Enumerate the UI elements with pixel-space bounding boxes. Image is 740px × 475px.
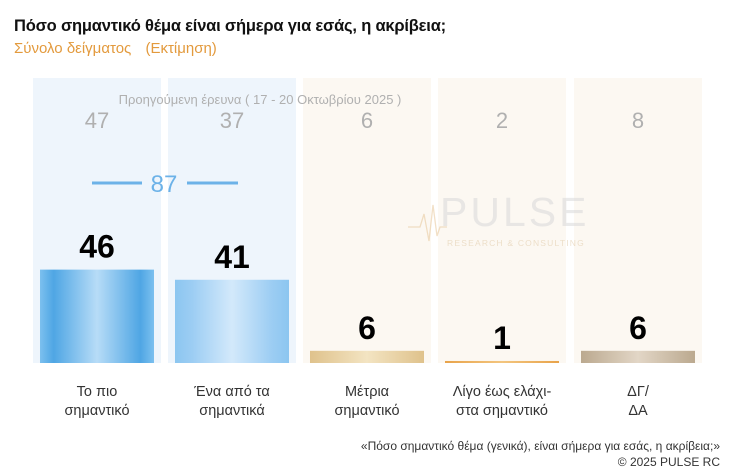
- pulse-watermark: PULSE RESEARCH & CONSULTING: [408, 189, 589, 248]
- bar-value-label: 6: [358, 310, 376, 346]
- category-label: σημαντικά: [199, 403, 264, 419]
- category-label: σημαντικό: [334, 403, 399, 419]
- bar: [175, 279, 289, 363]
- footnote: «Πόσο σημαντικό θέμα (γενικά), είναι σήμ…: [361, 438, 720, 470]
- subtitle-sample: Σύνολο δείγματος: [14, 40, 132, 57]
- combined-indicator: 87: [92, 171, 238, 198]
- footnote-question: «Πόσο σημαντικό θέμα (γενικά), είναι σήμ…: [360, 439, 720, 453]
- bar-value-label: 6: [629, 310, 647, 346]
- chart-subtitle: Σύνολο δείγματος (Εκτίμηση): [14, 40, 227, 57]
- previous-survey-label: Προηγούμενη έρευνα ( 17 - 20 Οκτωβρίου 2…: [119, 92, 402, 107]
- footnote-copyright: © 2025 PULSE RC: [617, 455, 720, 469]
- combined-value-label: 87: [151, 171, 178, 198]
- watermark-tagline: RESEARCH & CONSULTING: [447, 238, 585, 248]
- previous-value-label: 37: [220, 108, 244, 133]
- category-label: Το πιο: [77, 384, 118, 400]
- column-background: [438, 78, 566, 363]
- bar-value-label: 46: [79, 229, 115, 265]
- chart-title: Πόσο σημαντικό θέμα είναι σήμερα για εσά…: [14, 17, 446, 35]
- bar: [40, 269, 154, 363]
- previous-value-label: 6: [361, 108, 373, 133]
- previous-value-label: 47: [85, 108, 109, 133]
- previous-value-label: 2: [496, 108, 508, 133]
- bar: [310, 350, 424, 363]
- category-label: Λίγο έως ελάχι-: [453, 384, 552, 400]
- bar: [581, 350, 695, 363]
- category-label: ΔΓ/: [627, 384, 650, 400]
- previous-value-label: 8: [632, 108, 644, 133]
- column-background: [574, 78, 702, 363]
- category-label: ΔΑ: [628, 403, 648, 419]
- column-background: [303, 78, 431, 363]
- watermark-name: PULSE: [440, 189, 589, 235]
- category-label: σημαντικό: [64, 403, 129, 419]
- bar-value-label: 1: [493, 320, 511, 356]
- pulse-logo-icon: [408, 204, 447, 242]
- bar: [445, 360, 559, 363]
- category-label: Ένα από τα: [193, 384, 269, 400]
- category-label: στα σημαντικό: [456, 403, 548, 419]
- subtitle-estimate: (Εκτίμηση): [145, 40, 217, 57]
- bar-value-label: 41: [214, 239, 250, 275]
- category-label: Μέτρια: [345, 384, 389, 400]
